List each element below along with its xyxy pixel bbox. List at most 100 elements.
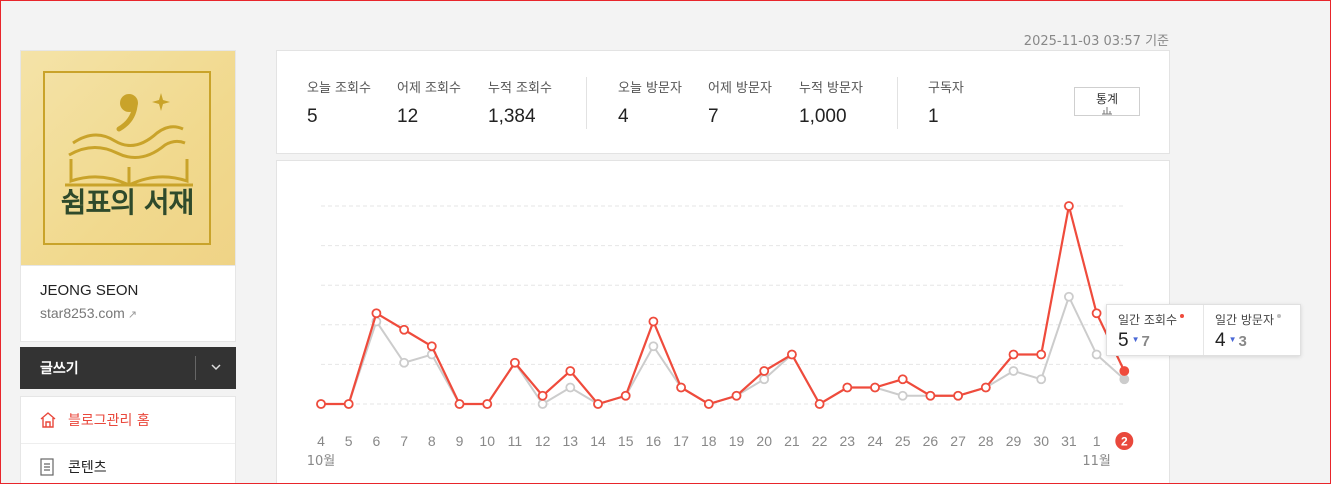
stat-today-views: 오늘 조회수 5	[307, 77, 371, 128]
data-point	[1036, 349, 1047, 360]
write-button[interactable]: 글쓰기	[40, 361, 79, 377]
divider	[586, 77, 587, 129]
daily-line-chart: 4 5 6 7 8 9 10 11 12 13 14 15 16 17 18 19 20 21 22 23 24 25 26…	[307, 201, 1134, 469]
data-point	[316, 399, 326, 409]
tooltip-views-value: 5	[1118, 330, 1129, 351]
blog-url[interactable]: star8253.com	[40, 305, 125, 321]
triangle-down-icon: ▼	[1228, 335, 1237, 344]
triangle-down-icon: ▼	[1131, 335, 1140, 344]
sidebar-item-home[interactable]: 블로그관리 홈	[21, 397, 235, 444]
bar-chart-icon	[1075, 106, 1139, 117]
blog-url-link[interactable]: star8253.com ↗	[40, 305, 216, 321]
x-tick-label: 2	[1121, 435, 1128, 449]
statistics-button[interactable]: 통계	[1074, 87, 1140, 116]
x-tick-label: 8	[428, 433, 436, 449]
tooltip-visitors: 일간 방문자 4 ▼ 3	[1203, 305, 1300, 355]
x-tick-label: 31	[1061, 433, 1077, 449]
blog-cover-image[interactable]: 쉼표의 서재	[20, 50, 236, 266]
stat-total-visitors: 누적 방문자 1,000	[799, 77, 863, 128]
data-point	[897, 390, 908, 401]
sidebar-item-label: 콘텐츠	[68, 460, 107, 476]
highlight-date-badge	[1115, 432, 1134, 450]
x-tick-label: 27	[950, 433, 966, 449]
stat-value: 1,384	[488, 106, 536, 127]
profile-card: JEONG SEON star8253.com ↗	[20, 266, 236, 342]
x-tick-label: 14	[590, 433, 606, 449]
x-tick-label: 15	[618, 433, 634, 449]
daily-chart-card: 4 5 6 7 8 9 10 11 12 13 14 15 16 17 18 19 20 21 22 23 24 25 26…	[276, 160, 1170, 484]
data-point	[1064, 291, 1074, 302]
data-point	[648, 341, 659, 352]
data-point	[648, 316, 659, 327]
data-point	[787, 349, 797, 360]
data-point	[759, 366, 770, 376]
home-icon	[39, 411, 59, 429]
data-point	[482, 399, 493, 409]
month-label: 11월	[1082, 454, 1111, 469]
x-tick-label: 13	[563, 433, 579, 449]
tooltip-visitors-prev: 3	[1238, 333, 1247, 350]
x-tick-label: 1	[1093, 433, 1101, 449]
stat-label: 오늘 방문자	[618, 81, 682, 96]
data-point	[842, 382, 853, 393]
data-point	[814, 399, 825, 409]
stat-label: 누적 조회수	[488, 81, 552, 96]
chevron-down-icon[interactable]	[196, 363, 236, 374]
data-point	[426, 341, 437, 352]
data-point	[1119, 374, 1130, 385]
tooltip-views-prev: 7	[1141, 333, 1150, 350]
write-bar: 글쓰기	[20, 347, 236, 389]
stats-summary-card: 오늘 조회수 5 어제 조회수 12 누적 조회수 1,384 오늘 방문자 4…	[276, 50, 1170, 154]
statistics-button-label: 통계	[1095, 92, 1119, 106]
divider	[195, 356, 196, 380]
stat-value: 1,000	[799, 106, 847, 127]
data-point	[759, 374, 770, 385]
divider	[897, 77, 898, 129]
owner-name: JEONG SEON	[40, 282, 139, 299]
x-tick-label: 26	[923, 433, 939, 449]
data-point	[925, 390, 936, 401]
tooltip-visitors-label: 일간 방문자	[1215, 313, 1275, 327]
data-point	[1064, 201, 1074, 211]
stat-label: 어제 조회수	[397, 81, 461, 96]
data-point	[1008, 349, 1019, 360]
data-point	[565, 382, 576, 393]
stat-subscribers: 구독자 1	[928, 77, 964, 128]
data-point	[399, 324, 409, 335]
tooltip-views-label: 일간 조회수	[1118, 313, 1178, 327]
data-point	[953, 390, 963, 401]
stat-value: 5	[307, 106, 318, 127]
blog-logo: 쉼표의 서재	[43, 71, 211, 245]
legend-dot-visitors	[1277, 314, 1282, 318]
x-tick-label: 7	[400, 433, 408, 449]
stat-today-visitors: 오늘 방문자 4	[618, 77, 682, 128]
sidebar-item-label: 블로그관리 홈	[68, 413, 150, 429]
stat-label: 누적 방문자	[799, 81, 863, 96]
data-point	[980, 382, 991, 393]
data-point	[537, 390, 548, 401]
sidebar-item-contents[interactable]: 콘텐츠	[21, 444, 235, 484]
data-point	[1091, 308, 1102, 319]
stat-label: 어제 방문자	[708, 81, 772, 96]
data-point	[371, 308, 382, 319]
data-point	[343, 399, 354, 409]
data-point	[870, 382, 880, 393]
x-tick-label: 10	[479, 433, 495, 449]
stat-value: 4	[618, 106, 629, 127]
sidebar-menu: 블로그관리 홈 콘텐츠	[20, 396, 236, 484]
stat-yesterday-visitors: 어제 방문자 7	[708, 77, 772, 128]
data-point	[454, 399, 465, 409]
x-tick-label: 19	[729, 433, 745, 449]
x-tick-label: 29	[1006, 433, 1022, 449]
data-point	[731, 390, 742, 401]
data-point	[537, 399, 548, 409]
x-tick-label: 20	[756, 433, 772, 449]
legend-dot-views	[1180, 314, 1185, 318]
stat-value: 12	[397, 106, 419, 127]
stat-value: 7	[708, 106, 719, 127]
data-point	[593, 399, 603, 409]
x-tick-label: 6	[373, 433, 381, 449]
x-tick-label: 5	[345, 433, 353, 449]
data-point	[676, 382, 687, 393]
data-point	[703, 399, 714, 409]
